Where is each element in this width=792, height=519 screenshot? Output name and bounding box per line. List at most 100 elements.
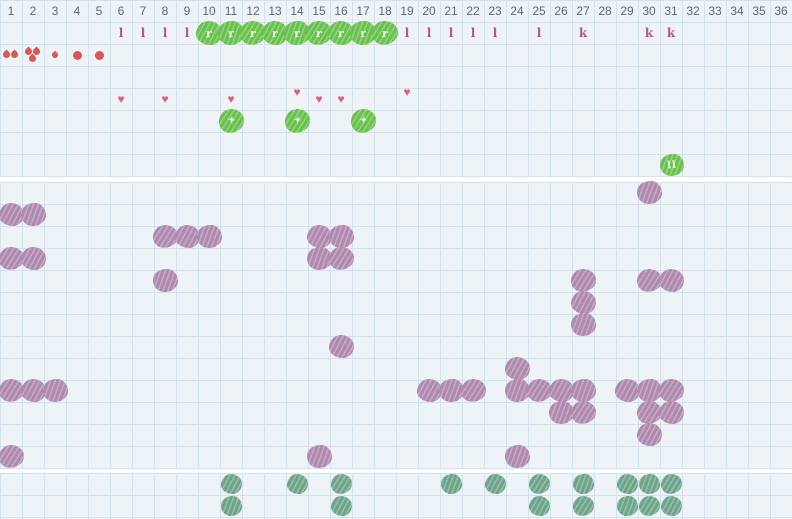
purple-scribble[interactable]	[306, 443, 333, 470]
day-column-header: 32	[686, 4, 700, 18]
sage-scribble[interactable]	[286, 473, 309, 495]
heart-icon[interactable]: ♥	[227, 92, 235, 106]
day-column-header: 16	[334, 4, 348, 18]
day-column-header: 19	[400, 4, 414, 18]
day-column-header: 35	[752, 4, 766, 18]
purple-scribble[interactable]	[328, 223, 355, 250]
day-column-header: 26	[554, 4, 568, 18]
day-column-header: 9	[183, 4, 191, 18]
day-column-header: 10	[202, 4, 216, 18]
day-column-header: 30	[642, 4, 656, 18]
day-column-header: 1	[7, 4, 15, 18]
day-column-header: 12	[246, 4, 260, 18]
day-column-header: 13	[268, 4, 282, 18]
green-scribble[interactable]: ✦	[217, 107, 246, 135]
green-scribble[interactable]: ✦	[283, 107, 312, 135]
drop-icon	[9, 49, 20, 60]
day-column-header: 22	[466, 4, 480, 18]
star-mark: ✦	[227, 115, 236, 127]
flow-drops[interactable]	[0, 44, 22, 66]
purple-scribble[interactable]	[42, 377, 69, 404]
purple-scribble[interactable]	[152, 267, 179, 294]
purple-scribble[interactable]	[20, 201, 47, 228]
heart-icon[interactable]: ♥	[315, 92, 323, 106]
symbol-letter[interactable]: k	[666, 26, 676, 40]
symbol-letter[interactable]: l	[404, 26, 410, 40]
sage-scribble[interactable]	[616, 495, 639, 517]
flow-drops[interactable]	[88, 44, 110, 66]
green-scribble[interactable]: r	[370, 19, 400, 47]
day-column-header: 33	[708, 4, 722, 18]
sage-scribble[interactable]	[330, 495, 353, 517]
day-column-header: 3	[51, 4, 59, 18]
day-column-header: 23	[488, 4, 502, 18]
day-column-header: 7	[139, 4, 147, 18]
sage-scribble[interactable]	[638, 473, 661, 495]
purple-scribble[interactable]	[657, 377, 686, 404]
purple-scribble[interactable]	[569, 267, 598, 294]
flow-drops[interactable]	[66, 44, 88, 66]
day-column-header: 24	[510, 4, 524, 18]
flow-drops[interactable]	[22, 44, 44, 66]
sage-scribble[interactable]	[572, 473, 595, 495]
symbol-letter[interactable]: l	[492, 26, 498, 40]
sage-scribble[interactable]	[220, 495, 243, 517]
purple-scribble[interactable]	[570, 290, 597, 315]
sage-scribble[interactable]	[659, 472, 684, 496]
purple-scribble[interactable]	[570, 311, 597, 338]
sage-scribble[interactable]	[637, 494, 662, 518]
purple-scribble[interactable]	[658, 268, 685, 293]
green-scribble[interactable]: ✦	[349, 107, 378, 135]
purple-scribble[interactable]	[328, 334, 355, 359]
symbol-letter[interactable]: l	[184, 26, 190, 40]
heart-icon[interactable]: ♥	[293, 85, 301, 99]
day-column-header: 11	[224, 4, 238, 18]
purple-scribble[interactable]	[504, 356, 531, 381]
sage-scribble[interactable]	[527, 472, 552, 496]
symbol-letter[interactable]: l	[536, 26, 542, 40]
sage-scribble[interactable]	[440, 473, 463, 495]
day-column-header: 27	[576, 4, 590, 18]
bottom-section-grid[interactable]	[0, 472, 792, 519]
symbol-letter[interactable]: l	[162, 26, 168, 40]
purple-scribble[interactable]	[504, 443, 531, 470]
symbol-letter[interactable]: l	[118, 26, 124, 40]
day-column-header: 18	[378, 4, 392, 18]
purple-scribble[interactable]	[0, 443, 26, 470]
top-section-grid[interactable]: 1 2 3 4 5 6 7 8 9 10 11 12 13 14 15 16 17 18 19 20 21 22 23 24 2…	[0, 0, 792, 178]
day-column-header: 6	[117, 4, 125, 18]
symbol-letter[interactable]: l	[470, 26, 476, 40]
heart-icon[interactable]: ♥	[161, 92, 169, 106]
day-column-header: 25	[532, 4, 546, 18]
symbol-letter[interactable]: l	[426, 26, 432, 40]
purple-scribble[interactable]	[636, 179, 663, 206]
purple-scribble[interactable]	[327, 245, 356, 272]
purple-scribble[interactable]	[569, 399, 598, 426]
heart-icon[interactable]: ♥	[337, 92, 345, 106]
flow-drops[interactable]	[44, 44, 66, 66]
sage-scribble[interactable]	[528, 495, 551, 517]
purple-scribble[interactable]	[636, 422, 663, 447]
drop-icon	[50, 50, 60, 60]
purple-scribble[interactable]	[20, 246, 47, 271]
symbol-letter[interactable]: k	[644, 26, 654, 40]
sage-scribble[interactable]	[484, 473, 507, 495]
sage-scribble[interactable]	[616, 473, 639, 495]
day-column-header: 34	[730, 4, 744, 18]
purple-scribble[interactable]	[196, 223, 223, 250]
sage-scribble[interactable]	[571, 494, 596, 518]
sage-scribble[interactable]	[660, 495, 683, 517]
middle-section-grid[interactable]	[0, 179, 792, 470]
heart-icon[interactable]: ♥	[403, 85, 411, 99]
sage-scribble[interactable]	[220, 473, 243, 495]
purple-scribble[interactable]	[658, 400, 685, 425]
purple-scribble[interactable]	[570, 377, 597, 404]
heart-icon[interactable]: ♥	[117, 92, 125, 106]
green-scribble[interactable]: ll	[659, 152, 685, 178]
symbol-letter[interactable]: l	[448, 26, 454, 40]
purple-scribble[interactable]	[459, 377, 488, 404]
symbol-letter[interactable]: k	[578, 26, 588, 40]
sage-scribble[interactable]	[329, 472, 354, 496]
symbol-letter[interactable]: l	[140, 26, 146, 40]
